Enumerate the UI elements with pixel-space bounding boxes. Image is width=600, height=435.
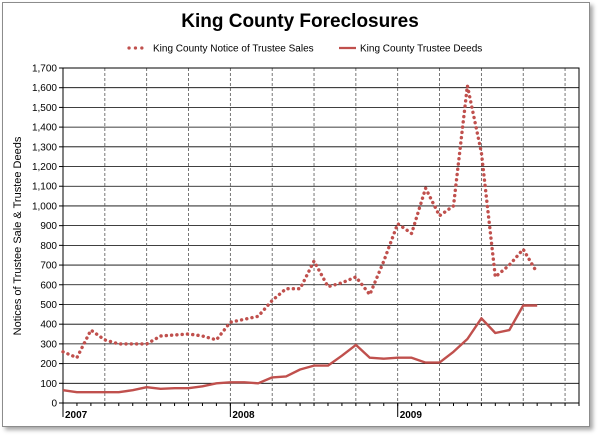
series-line-trustee-deeds bbox=[62, 304, 538, 394]
chart-frame bbox=[2, 2, 590, 427]
y-tick-label: 800 bbox=[40, 241, 57, 252]
x-gridlines bbox=[104, 68, 566, 403]
y-tick-label: 500 bbox=[40, 300, 57, 311]
legend: King County Notice of Trustee Sales King… bbox=[127, 44, 482, 55]
y-axis-ticks: 0 100 200 300 400 500 600 700 800 900 1,000 1,100 1,… bbox=[32, 64, 63, 410]
y-tick-label: 1,100 bbox=[32, 182, 57, 193]
y-tick-label: 1,400 bbox=[32, 123, 57, 134]
chart-title: King County Foreclosures bbox=[181, 11, 419, 32]
y-tick-label: 200 bbox=[40, 359, 57, 370]
plot-area: 0 100 200 300 400 500 600 700 800 900 1,000 1,100 1,… bbox=[32, 64, 580, 421]
legend-label-trustee-deeds: King County Trustee Deeds bbox=[360, 44, 482, 55]
x-axis-ticks: 2007 2008 2009 bbox=[62, 403, 580, 421]
x-tick-label: 2008 bbox=[232, 410, 255, 421]
y-tick-label: 600 bbox=[40, 280, 57, 291]
y-tick-label: 700 bbox=[40, 261, 57, 272]
y-tick-label: 400 bbox=[40, 320, 57, 331]
y-tick-label: 1,500 bbox=[32, 103, 57, 114]
y-tick-label: 1,000 bbox=[32, 201, 57, 212]
y-axis-title: Notices of Trustee Sale & Trustee Deeds bbox=[12, 136, 24, 335]
y-tick-label: 1,600 bbox=[32, 83, 57, 94]
series-layer bbox=[61, 84, 539, 394]
y-tick-label: 1,300 bbox=[32, 142, 57, 153]
plot-border bbox=[62, 67, 580, 404]
y-tick-label: 1,700 bbox=[32, 64, 57, 75]
x-tick-label: 2009 bbox=[400, 410, 423, 421]
y-tick-label: 100 bbox=[40, 379, 57, 390]
gridlines bbox=[63, 87, 579, 384]
y-tick-label: 300 bbox=[40, 339, 57, 350]
legend-label-notice-of-trustee-sales: King County Notice of Trustee Sales bbox=[153, 44, 314, 55]
series-line-notice-of-trustee-sales bbox=[61, 84, 539, 360]
y-tick-label: 1,200 bbox=[32, 162, 57, 173]
x-tick-label: 2007 bbox=[65, 410, 88, 421]
y-tick-label: 0 bbox=[51, 399, 57, 410]
y-tick-label: 900 bbox=[40, 221, 57, 232]
